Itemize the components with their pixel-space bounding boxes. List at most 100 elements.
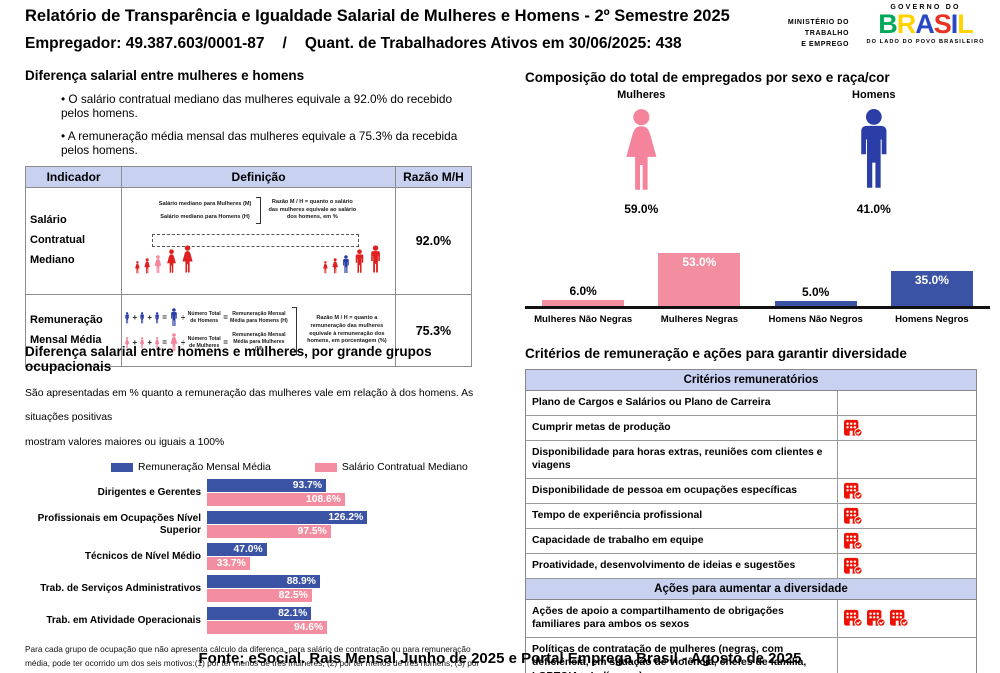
ministry-line: E EMPREGO (801, 40, 849, 48)
criteria-company-icons (838, 441, 976, 478)
criteria-label: Disponibilidade para horas extras, reuni… (526, 440, 838, 478)
legend-item: Salário Contratual Mediano (314, 462, 468, 474)
logo-letter: S (933, 9, 952, 39)
bar-value-label: 53.0% (682, 255, 717, 269)
page-title: Relatório de Transparência e Igualdade S… (25, 7, 730, 25)
company-check-icon (844, 419, 863, 437)
person-icon (370, 245, 380, 273)
logo-letter: I (950, 9, 958, 39)
chart-legend: Remuneração Mensal Média Salário Contratu… (111, 462, 480, 473)
person-icon (355, 249, 364, 273)
section-criteria: Critérios de remuneração e ações para ga… (525, 346, 977, 673)
criteria-label: Ações de apoio a compartilhamento de obr… (526, 599, 838, 637)
legend-label: Salário Contratual Mediano (341, 462, 468, 474)
logo-letter: B (878, 9, 897, 39)
criteria-row: Cumprir metas de produção (526, 415, 976, 441)
average-pay-formula-row: + + = ÷ Número Total de Mulheres = Remuneração… (124, 332, 288, 352)
formula-result: Remuneração Mensal Média para Homens (H) (230, 311, 288, 324)
bar-category-label: Mulheres Não Negras (534, 314, 633, 325)
occupational-bar-chart: Dirigentes e Gerentes 93.7% 108.6% Profissi… (25, 479, 480, 635)
ratio-value: 75.3% (394, 294, 473, 367)
salary-gap-heading: Diferença salarial entre mulheres e home… (25, 68, 305, 83)
salary-gap-bullets: • O salário contratual mediano das mulhe… (25, 92, 472, 157)
bar-salario-mediano: 108.6% (207, 493, 345, 507)
source-footer: Fonte: eSocial. Rais Mensal Junho de 202… (198, 650, 802, 667)
criteria-row: Plano de Cargos e Salários ou Plano de C… (526, 391, 976, 416)
person-icon (167, 249, 177, 273)
ministry-line: TRABALHO (804, 29, 849, 37)
bar-category-label: Mulheres Negras (660, 314, 739, 325)
description-line: mostram valores maiores ou iguais a 100% (25, 436, 225, 448)
person-icon (331, 258, 338, 274)
person-icon (170, 333, 178, 352)
legend-label: Remuneração Mensal Média (138, 462, 271, 474)
bar-value-label: 35.0% (914, 273, 949, 287)
person-icon (144, 258, 150, 274)
criteria-company-icons (838, 391, 976, 415)
ratio-value: 92.0% (394, 187, 473, 295)
criteria-row: Tempo de experiência profissional (526, 503, 976, 529)
brasil-logo: GOVERNO DO BRASIL DO LADO DO POVO BRASIL… (863, 4, 988, 45)
pictogram: Homens 41.0% (758, 89, 991, 216)
composition-bar (774, 301, 857, 306)
women-figure-group (134, 245, 195, 274)
bar-remuneracao-media: 88.9% (207, 575, 320, 589)
occupation-row: Técnicos de Nível Médio 47.0% 33.7% (25, 543, 480, 571)
diagram1-note: Razão M / H = quanto o salário das mulhe… (268, 199, 357, 221)
legend-swatch (111, 463, 133, 473)
composition-bar: 35.0% (890, 271, 973, 306)
pictogram-label: Mulheres (617, 89, 666, 101)
person-icon (125, 336, 130, 348)
criteria-row: Ações de apoio a compartilhamento de obr… (526, 599, 976, 638)
occupation-row: Profissionais em Ocupações Nível Superio… (25, 511, 480, 539)
diagram2-note: Razão M / H = quanto a remuneração das m… (307, 315, 387, 345)
criteria-section-header: Ações para aumentar a diversidade (526, 578, 976, 600)
ministry-line: MINISTÉRIO DO (787, 19, 849, 26)
criteria-row: Disponibilidade de pessoa em ocupações e… (526, 478, 976, 504)
criteria-label: Plano de Cargos e Salários ou Plano de C… (526, 391, 838, 415)
criteria-row: Disponibilidade para horas extras, reuni… (526, 440, 976, 479)
composition-bar: 53.0% (658, 253, 741, 306)
occupational-footnote: Para cada grupo de ocupação que não apre… (25, 644, 480, 673)
bar-group: 35.0% (874, 271, 990, 306)
pictogram-value: 59.0% (624, 202, 659, 216)
formula-result: Remuneração Mensal Média para Mulheres (… (232, 332, 286, 352)
company-check-icon (844, 557, 863, 575)
criteria-row: Políticas de contratação de mulheres (ne… (526, 637, 976, 673)
criteria-label: Políticas de contratação de mulheres (ne… (526, 637, 838, 673)
gov-logo-bottom-text: DO LADO DO POVO BRASILEIRO (866, 39, 985, 45)
bullet-average-pay: • A remuneração média mensal das mulhere… (61, 129, 458, 157)
diagram1-line-women: Salário mediano para Mulheres (M) (158, 201, 252, 207)
bracket-shape (291, 306, 297, 355)
report-header: Relatório de Transparência e Igualdade S… (25, 7, 785, 53)
people-comparison-figures (124, 227, 393, 277)
col-header-indicador: Indicador (24, 166, 123, 188)
bar-category-label: Homens Não Negros (768, 314, 863, 325)
definition-diagram-average: + + = ÷ Número Total de Homens = Remuneração M… (121, 294, 396, 367)
occupational-heading: Diferença salarial entre homens e mulher… (25, 344, 432, 374)
section-composition: Composição do total de empregados por se… (525, 70, 990, 325)
composition-bar-chart: 6.0% 53.0% 5.0% 35.0% Mulheres Não Negras Mu… (525, 235, 990, 325)
occupational-description: São apresentadas em % quanto a remuneraç… (25, 382, 480, 455)
criteria-company-icons (838, 504, 976, 528)
person-icon (125, 312, 130, 324)
criteria-row: Proatividade, desenvolvimento de ideias … (526, 553, 976, 579)
occupation-row: Dirigentes e Gerentes 93.7% 108.6% (25, 479, 480, 507)
indicator-name: Remuneração Mensal Média (24, 294, 123, 367)
indicator-table: Indicador Definição Razão M/H Salário Co… (24, 166, 473, 367)
occupation-label: Técnicos de Nível Médio (84, 550, 201, 562)
criteria-section-header: Critérios remuneratórios (526, 370, 976, 391)
person-icon (182, 245, 193, 273)
bar-remuneracao-media: 93.7% (207, 479, 326, 493)
section-occupational: Diferença salarial entre homens e mulher… (25, 344, 480, 673)
bullet-median-salary: • O salário contratual mediano das mulhe… (61, 92, 453, 120)
table-row: Salário Contratual Mediano Salário media… (24, 187, 473, 295)
bar-remuneracao-media: 82.1% (207, 607, 312, 621)
pictogram-label: Homens (852, 89, 896, 101)
description-line: São apresentadas em % quanto a remuneraç… (25, 388, 474, 424)
criteria-label: Cumprir metas de produção (526, 415, 838, 440)
col-header-razao: Razão M/H (394, 166, 473, 188)
man-icon (861, 109, 887, 188)
criteria-table: Critérios remuneratórios Plano de Cargos … (525, 369, 977, 673)
